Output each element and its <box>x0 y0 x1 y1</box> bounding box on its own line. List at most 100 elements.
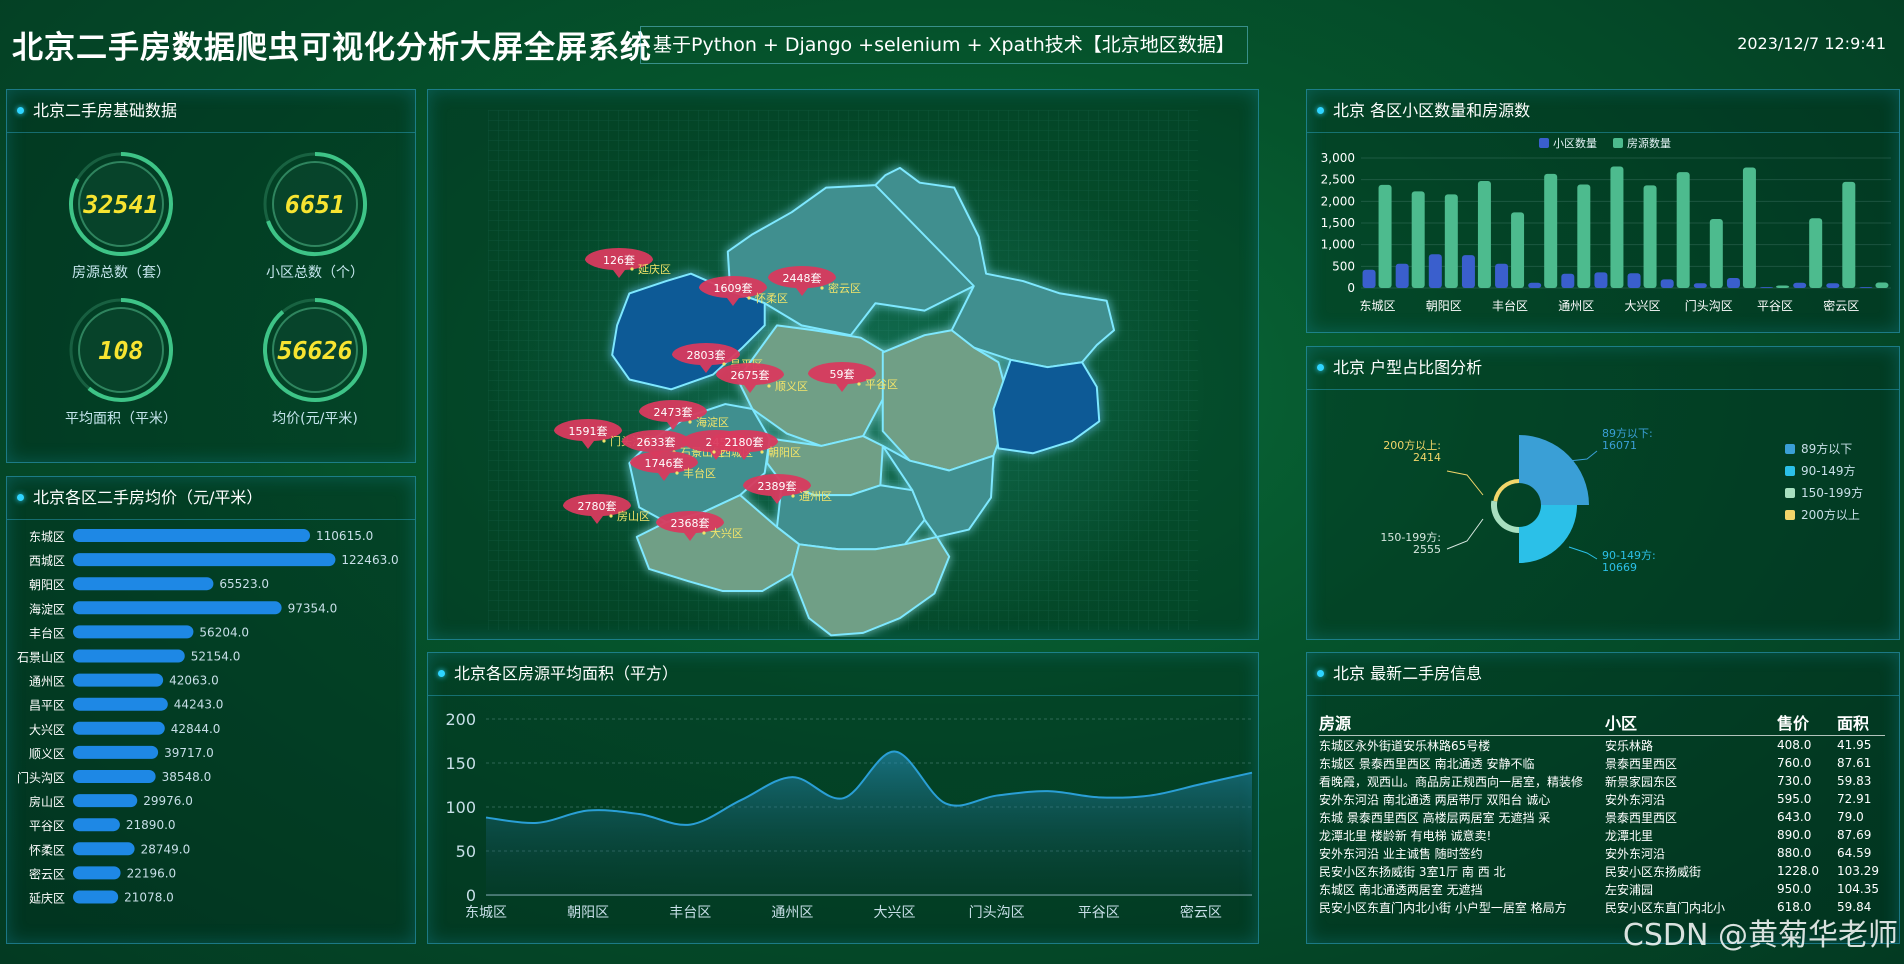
area-line <box>485 750 1253 826</box>
ring-arc <box>69 152 173 256</box>
panel-title-text: 北京 最新二手房信息 <box>1333 664 1483 683</box>
count-bar <box>1627 273 1641 288</box>
panel-title: 北京 各区小区数量和房源数 <box>1307 90 1899 133</box>
ring-inner <box>78 161 164 247</box>
price-bar <box>73 697 168 711</box>
counts-bar-chart: 小区数量 房源数量 0 500 1,000 1,500 2,000 2,500 3,000 东城区… <box>1321 136 1891 313</box>
price-bar <box>73 625 194 639</box>
panel-title-text: 北京各区二手房均价（元/平米） <box>33 488 263 507</box>
callout-name: 200方以上: <box>1383 438 1441 452</box>
table-row[interactable]: 东城区永外街道安乐林路65号楼 安乐林路 408.0 41.95 <box>1319 736 1885 755</box>
price-value-label: 29976.0 <box>143 794 193 808</box>
map-district-label: 丰台区 <box>683 466 716 480</box>
price-value-label: 42063.0 <box>169 674 219 688</box>
table-cell: 安外东河沿 <box>1605 792 1666 807</box>
table-row[interactable]: 看晚霞，观西山。商品房正规西向一居室，精装修 新景家园东区 730.0 59.83 <box>1319 772 1885 790</box>
table-row[interactable]: 安外东河沿 南北通透 两居带厅 双阳台 诚心 安外东河沿 595.0 72.91 <box>1319 790 1885 808</box>
map-district-label: 密云区 <box>828 281 861 295</box>
y-tick-label: 2,500 <box>1321 173 1355 187</box>
stat-value: 32541 <box>82 190 158 219</box>
count-bar <box>1676 172 1690 288</box>
price-category-label: 顺义区 <box>29 747 65 761</box>
ring-inner <box>272 161 358 247</box>
price-bar <box>73 866 121 880</box>
table-row[interactable]: 东城区 南北通透两居室 无遮挡 左安浦园 950.0 104.35 <box>1319 880 1885 898</box>
count-bar <box>1528 282 1542 288</box>
table-row[interactable]: 东城区 景泰西里西区 南北通透 安静不临 景泰西里西区 760.0 87.61 <box>1319 754 1885 772</box>
x-tick-label: 丰台区 <box>1492 298 1528 313</box>
table-cell: 景泰西里西区 <box>1605 810 1678 825</box>
layout-panel: 北京 户型占比图分析 89方以下: 16071 90-149方: 10669 150-1… <box>1306 346 1900 640</box>
table-header-row: 房源 小区 售价 面积 <box>1319 709 1885 736</box>
table-cell: 59.84 <box>1837 900 1872 914</box>
x-tick-label: 密云区 <box>1823 298 1859 313</box>
table-row[interactable]: 安外东河沿 业主诚售 随时签约 安外东河沿 880.0 64.59 <box>1319 844 1885 862</box>
y-tick-label: 0 <box>466 886 476 905</box>
map-marker-dot <box>747 296 751 300</box>
stat-label: 房源总数（套） <box>72 265 170 281</box>
x-tick-label: 朝阳区 <box>1426 299 1462 313</box>
count-bar <box>1428 254 1442 288</box>
count-bar <box>1444 194 1458 288</box>
map-marker-pin <box>808 362 876 392</box>
table-row[interactable]: 民安小区东扬威街 3室1厅 南 西 北 民安小区东扬威街 1228.0 103.29 <box>1319 862 1885 880</box>
map-district-label: 朝阳区 <box>768 446 801 459</box>
map-marker-pin <box>710 430 778 460</box>
table-cell: 59.83 <box>1837 774 1872 788</box>
table-cell: 龙潭北里 <box>1605 828 1654 843</box>
map-district-label: 大兴区 <box>710 526 743 540</box>
legend-swatch <box>1613 138 1623 148</box>
stat-ring-icon: 6651 <box>263 152 367 256</box>
map-marker-count: 126套 <box>603 254 635 267</box>
map-marker-dot <box>820 286 824 290</box>
callout-value: 2555 <box>1413 543 1441 556</box>
price-value-label: 21890.0 <box>126 818 176 832</box>
x-tick-label: 门头沟区 <box>1685 298 1733 313</box>
table-row[interactable]: 东城 景泰西里西区 高楼层两居室 无遮挡 采 景泰西里西区 643.0 79.0 <box>1319 808 1885 826</box>
price-bar <box>73 745 159 759</box>
map-marker-pin <box>622 430 690 460</box>
price-bar <box>73 721 165 735</box>
table-cell: 左安浦园 <box>1605 882 1654 897</box>
table-row[interactable]: 民安小区东直门内北小街 小户型一居室 格局方 民安小区东直门内北小 618.0 59.… <box>1319 898 1885 916</box>
stat-value: 56626 <box>277 336 352 365</box>
column-header: 小区 <box>1605 709 1777 736</box>
map-marker-count: 2803套 <box>687 349 726 362</box>
price-value-label: 38548.0 <box>162 770 212 784</box>
stat-ring-icon: 32541 <box>69 152 173 256</box>
ring-arc <box>263 298 367 402</box>
price-panel: 北京各区二手房均价（元/平米） 东城区 110615.0 西城区 122463.0 朝阳… <box>6 476 416 944</box>
price-bar <box>73 577 214 591</box>
count-bar <box>1561 273 1575 288</box>
table-cell: 760.0 <box>1777 756 1812 770</box>
price-bar <box>73 601 282 615</box>
callout-line <box>1446 518 1484 550</box>
map-district-label: 通州区 <box>799 490 832 503</box>
map-marker-count: 2633套 <box>637 436 676 449</box>
price-category-label: 石景山区 <box>17 651 65 665</box>
x-tick-label: 东城区 <box>465 905 507 921</box>
table-row[interactable]: 龙潭北里 楼龄新 有电梯 诚意卖! 龙潭北里 890.0 87.69 <box>1319 826 1885 844</box>
price-bar-chart: 东城区 110615.0 西城区 122463.0 朝阳区 65523.0 海淀区 97354… <box>17 529 399 906</box>
price-value-label: 44243.0 <box>174 698 224 712</box>
price-value-label: 28749.0 <box>141 842 191 856</box>
table-cell: 104.35 <box>1837 882 1879 896</box>
map-marker-count: 1609套 <box>714 282 753 295</box>
map-district-label: 延庆区 <box>638 262 671 276</box>
map-marker-pin <box>672 343 740 373</box>
price-category-label: 朝阳区 <box>29 578 65 592</box>
map-marker-dot <box>791 494 795 498</box>
y-tick-label: 2,000 <box>1321 194 1355 208</box>
column-header: 售价 <box>1777 709 1837 736</box>
count-bar <box>1378 184 1392 288</box>
map-marker-pin <box>639 400 707 430</box>
y-tick-label: 3,000 <box>1321 151 1355 165</box>
table-cell: 41.95 <box>1837 738 1872 752</box>
legend-label: 89方以下 <box>1801 441 1852 456</box>
map-marker-pin <box>656 511 724 541</box>
panel-title-text: 北京 户型占比图分析 <box>1333 358 1483 377</box>
table-cell: 1228.0 <box>1777 864 1819 878</box>
table-cell: 87.61 <box>1837 756 1872 770</box>
map-marker-dot <box>630 267 634 271</box>
callout-label: 89方以下: 16071 <box>1602 426 1653 452</box>
